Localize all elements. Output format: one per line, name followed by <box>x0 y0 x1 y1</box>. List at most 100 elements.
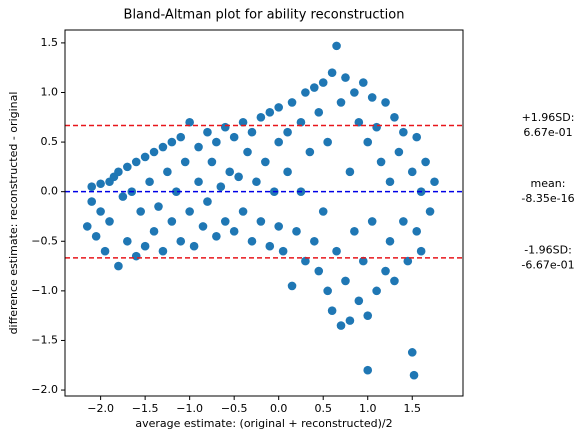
point <box>136 207 145 216</box>
point <box>220 122 230 132</box>
point <box>310 83 319 92</box>
point <box>114 167 123 177</box>
point <box>185 207 194 216</box>
point <box>225 167 235 177</box>
point <box>421 157 430 167</box>
point <box>194 177 203 187</box>
point <box>158 142 168 152</box>
point <box>350 88 359 97</box>
y-axis-label: difference estimate: reconstructed - ori… <box>7 92 20 335</box>
point <box>252 177 261 187</box>
reference-label: 6.67e-01 <box>523 126 572 139</box>
point <box>327 68 337 77</box>
reference-label: -6.67e-01 <box>521 258 574 271</box>
point <box>363 311 373 320</box>
point <box>149 227 159 236</box>
point <box>87 197 97 206</box>
point <box>323 137 332 147</box>
point <box>158 246 168 256</box>
point <box>363 365 373 375</box>
point <box>176 132 186 142</box>
point <box>385 177 395 187</box>
point <box>118 192 128 201</box>
point <box>318 78 328 87</box>
point <box>229 132 239 142</box>
point <box>145 177 154 187</box>
reference-label: +1.96SD: <box>522 111 575 124</box>
point <box>341 276 350 286</box>
point <box>310 236 319 246</box>
point <box>336 98 346 107</box>
y-tick-label: 1.5 <box>41 36 59 49</box>
point <box>358 256 368 266</box>
point <box>140 152 150 162</box>
point <box>390 112 399 122</box>
point <box>381 98 390 107</box>
point <box>412 132 422 142</box>
point <box>171 187 181 196</box>
point <box>91 232 101 241</box>
point <box>212 137 221 147</box>
point <box>407 348 417 357</box>
y-tick-label: −1.5 <box>31 333 58 346</box>
point <box>247 236 257 246</box>
point <box>287 98 297 107</box>
point <box>203 197 212 206</box>
point <box>212 232 221 241</box>
point <box>363 137 373 147</box>
point <box>301 88 310 97</box>
point <box>399 217 408 226</box>
point <box>350 227 359 236</box>
point <box>314 108 324 117</box>
point <box>274 222 283 231</box>
point <box>390 276 399 286</box>
point <box>336 321 346 330</box>
point <box>238 117 248 127</box>
point <box>140 241 150 251</box>
point <box>409 370 419 380</box>
x-tick-label: 0.5 <box>314 402 332 415</box>
reference-label: mean: <box>531 177 566 190</box>
point <box>87 182 97 192</box>
point <box>305 147 315 157</box>
point <box>345 316 355 325</box>
y-tick-label: 0.5 <box>41 135 59 148</box>
point <box>238 207 248 216</box>
point <box>367 217 377 226</box>
point <box>301 256 310 266</box>
point <box>123 162 132 172</box>
x-axis-label: average estimate: (original + reconstruc… <box>135 417 392 430</box>
point <box>332 41 341 51</box>
point <box>105 217 114 226</box>
point <box>430 177 439 187</box>
point <box>367 93 377 102</box>
point <box>123 236 132 246</box>
point <box>327 306 337 315</box>
x-tick-label: 1.0 <box>359 402 377 415</box>
point <box>341 73 350 82</box>
y-tick-label: −2.0 <box>31 383 58 396</box>
point <box>114 261 123 271</box>
point <box>216 182 226 192</box>
point <box>82 222 92 231</box>
point <box>185 117 194 127</box>
point <box>283 167 292 177</box>
point <box>167 217 177 226</box>
point <box>323 286 332 296</box>
point <box>296 117 306 127</box>
point <box>131 157 141 167</box>
point <box>167 137 177 147</box>
x-tick-label: 1.5 <box>403 402 421 415</box>
point <box>354 296 364 306</box>
point <box>149 147 159 157</box>
point <box>96 179 105 189</box>
point <box>265 241 275 251</box>
point <box>180 157 190 167</box>
point <box>243 147 252 157</box>
point <box>274 137 283 147</box>
x-tick-label: −2.0 <box>87 402 114 415</box>
point <box>372 286 381 296</box>
point <box>154 202 163 211</box>
